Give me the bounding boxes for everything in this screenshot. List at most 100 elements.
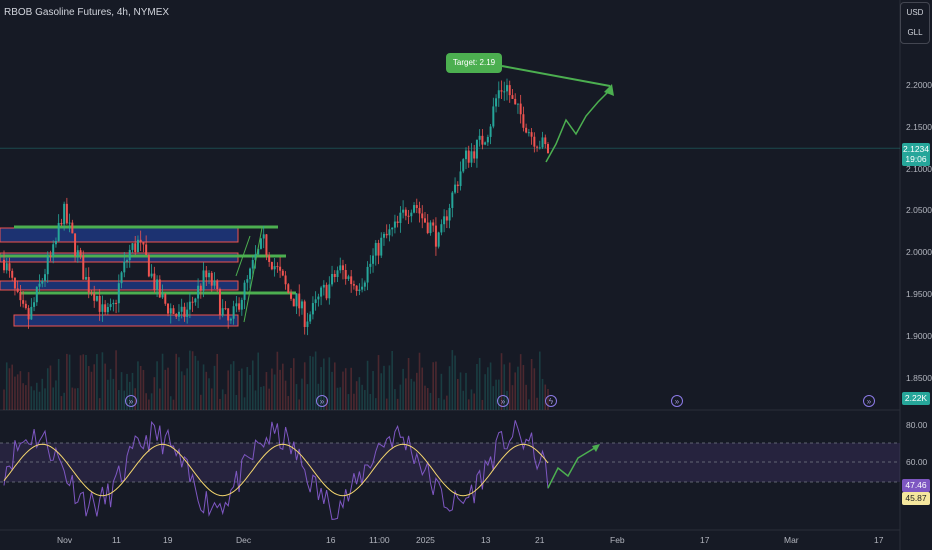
volume-bar: [235, 394, 238, 410]
time-tick: 13: [481, 535, 491, 545]
volume-bar: [27, 372, 30, 410]
volume-bar: [435, 361, 437, 410]
projection-arrowhead: [604, 84, 614, 96]
candle-body: [300, 301, 303, 309]
candle-body: [366, 266, 369, 283]
volume-bar: [142, 369, 145, 410]
candle-body: [462, 159, 465, 172]
volume-bar: [287, 396, 290, 410]
volume-bar: [25, 385, 27, 410]
candle-body: [134, 243, 137, 252]
candle-body: [295, 293, 298, 307]
volume-bar: [241, 368, 243, 410]
time-tick: Feb: [610, 535, 625, 545]
volume-bar: [139, 365, 142, 410]
time-tick: 11:00: [369, 535, 390, 545]
projection-arrow: [545, 89, 611, 163]
candle-body: [445, 216, 448, 221]
candle-body: [221, 308, 224, 316]
volume-bar: [161, 353, 164, 410]
candle-body: [150, 273, 153, 277]
candle-body: [257, 248, 260, 255]
rsi-line: [3, 420, 549, 520]
price-tick: 2.0500: [906, 205, 932, 215]
candle-body: [54, 240, 57, 245]
candle-body: [331, 273, 334, 285]
dividend-event-icon[interactable]: »: [316, 395, 328, 407]
dividend-event-icon[interactable]: »: [671, 395, 683, 407]
candle-body: [27, 308, 30, 320]
volume-bar: [355, 381, 358, 410]
volume-bar: [55, 380, 57, 410]
volume-bar: [484, 374, 486, 410]
rsi-ma-badge: 45.87: [902, 492, 930, 505]
candle-body: [344, 269, 347, 279]
volume-bar: [388, 365, 391, 410]
candle-body: [500, 90, 503, 92]
volume-bar: [503, 364, 506, 410]
candle-body: [355, 285, 358, 292]
candle-body: [38, 283, 41, 287]
volume-bar: [517, 366, 519, 410]
volume-bar: [159, 388, 161, 410]
volume-bar: [189, 350, 191, 410]
candle-body: [489, 126, 492, 137]
candle-body: [276, 266, 279, 268]
candle-body: [44, 274, 47, 281]
candle-body: [423, 218, 426, 223]
candle-body: [205, 270, 208, 278]
volume-bar: [487, 367, 489, 410]
candle-body: [317, 296, 320, 300]
volume-bar: [246, 367, 249, 410]
volume-bar: [22, 383, 24, 410]
volume-bar: [377, 355, 380, 410]
candle-body: [126, 260, 129, 262]
candle-body: [538, 147, 541, 149]
volume-bar: [440, 373, 443, 410]
candle-body: [112, 302, 115, 305]
candle-body: [208, 272, 211, 278]
candle-body: [434, 225, 437, 247]
candle-body: [259, 238, 262, 249]
candle-body: [415, 205, 418, 209]
time-tick: 2025: [416, 535, 435, 545]
dividend-event-icon[interactable]: »: [497, 395, 509, 407]
candle-body: [287, 284, 290, 293]
volume-bar: [314, 351, 317, 410]
candle-body: [142, 241, 145, 245]
candle-body: [87, 277, 90, 293]
candle-body: [309, 314, 312, 322]
unit-selector[interactable]: USD GLL: [900, 2, 930, 44]
candle-body: [350, 276, 353, 285]
candle-body: [393, 221, 396, 228]
volume-bar: [137, 361, 139, 410]
earnings-event-icon[interactable]: ϟ: [545, 395, 557, 407]
candle-body: [497, 90, 500, 99]
symbol-title: RBOB Gasoline Futures, 4h, NYMEX: [4, 7, 170, 18]
candle-body: [508, 85, 511, 96]
volume-bar: [519, 354, 522, 410]
candle-body: [352, 284, 355, 286]
currency-label[interactable]: USD: [906, 8, 924, 17]
volume-bar: [418, 352, 421, 410]
candle-body: [525, 127, 528, 133]
volume-bar: [257, 352, 260, 410]
volume-bar: [216, 353, 219, 410]
candle-body: [443, 216, 446, 225]
volume-bar: [30, 386, 33, 410]
dividend-event-icon[interactable]: »: [863, 395, 875, 407]
volume-bar: [391, 350, 393, 410]
candle-body: [202, 270, 205, 291]
volume-bar: [96, 354, 98, 410]
candle-body: [391, 227, 394, 230]
volume-bar: [66, 353, 68, 410]
dividend-event-icon[interactable]: »: [125, 395, 137, 407]
target-label[interactable]: Target: 2.19: [446, 53, 502, 73]
candle-body: [527, 132, 530, 134]
candle-body: [268, 255, 271, 263]
volume-bar: [473, 393, 475, 410]
unit-label[interactable]: GLL: [907, 28, 923, 37]
volume-bar: [101, 352, 104, 410]
